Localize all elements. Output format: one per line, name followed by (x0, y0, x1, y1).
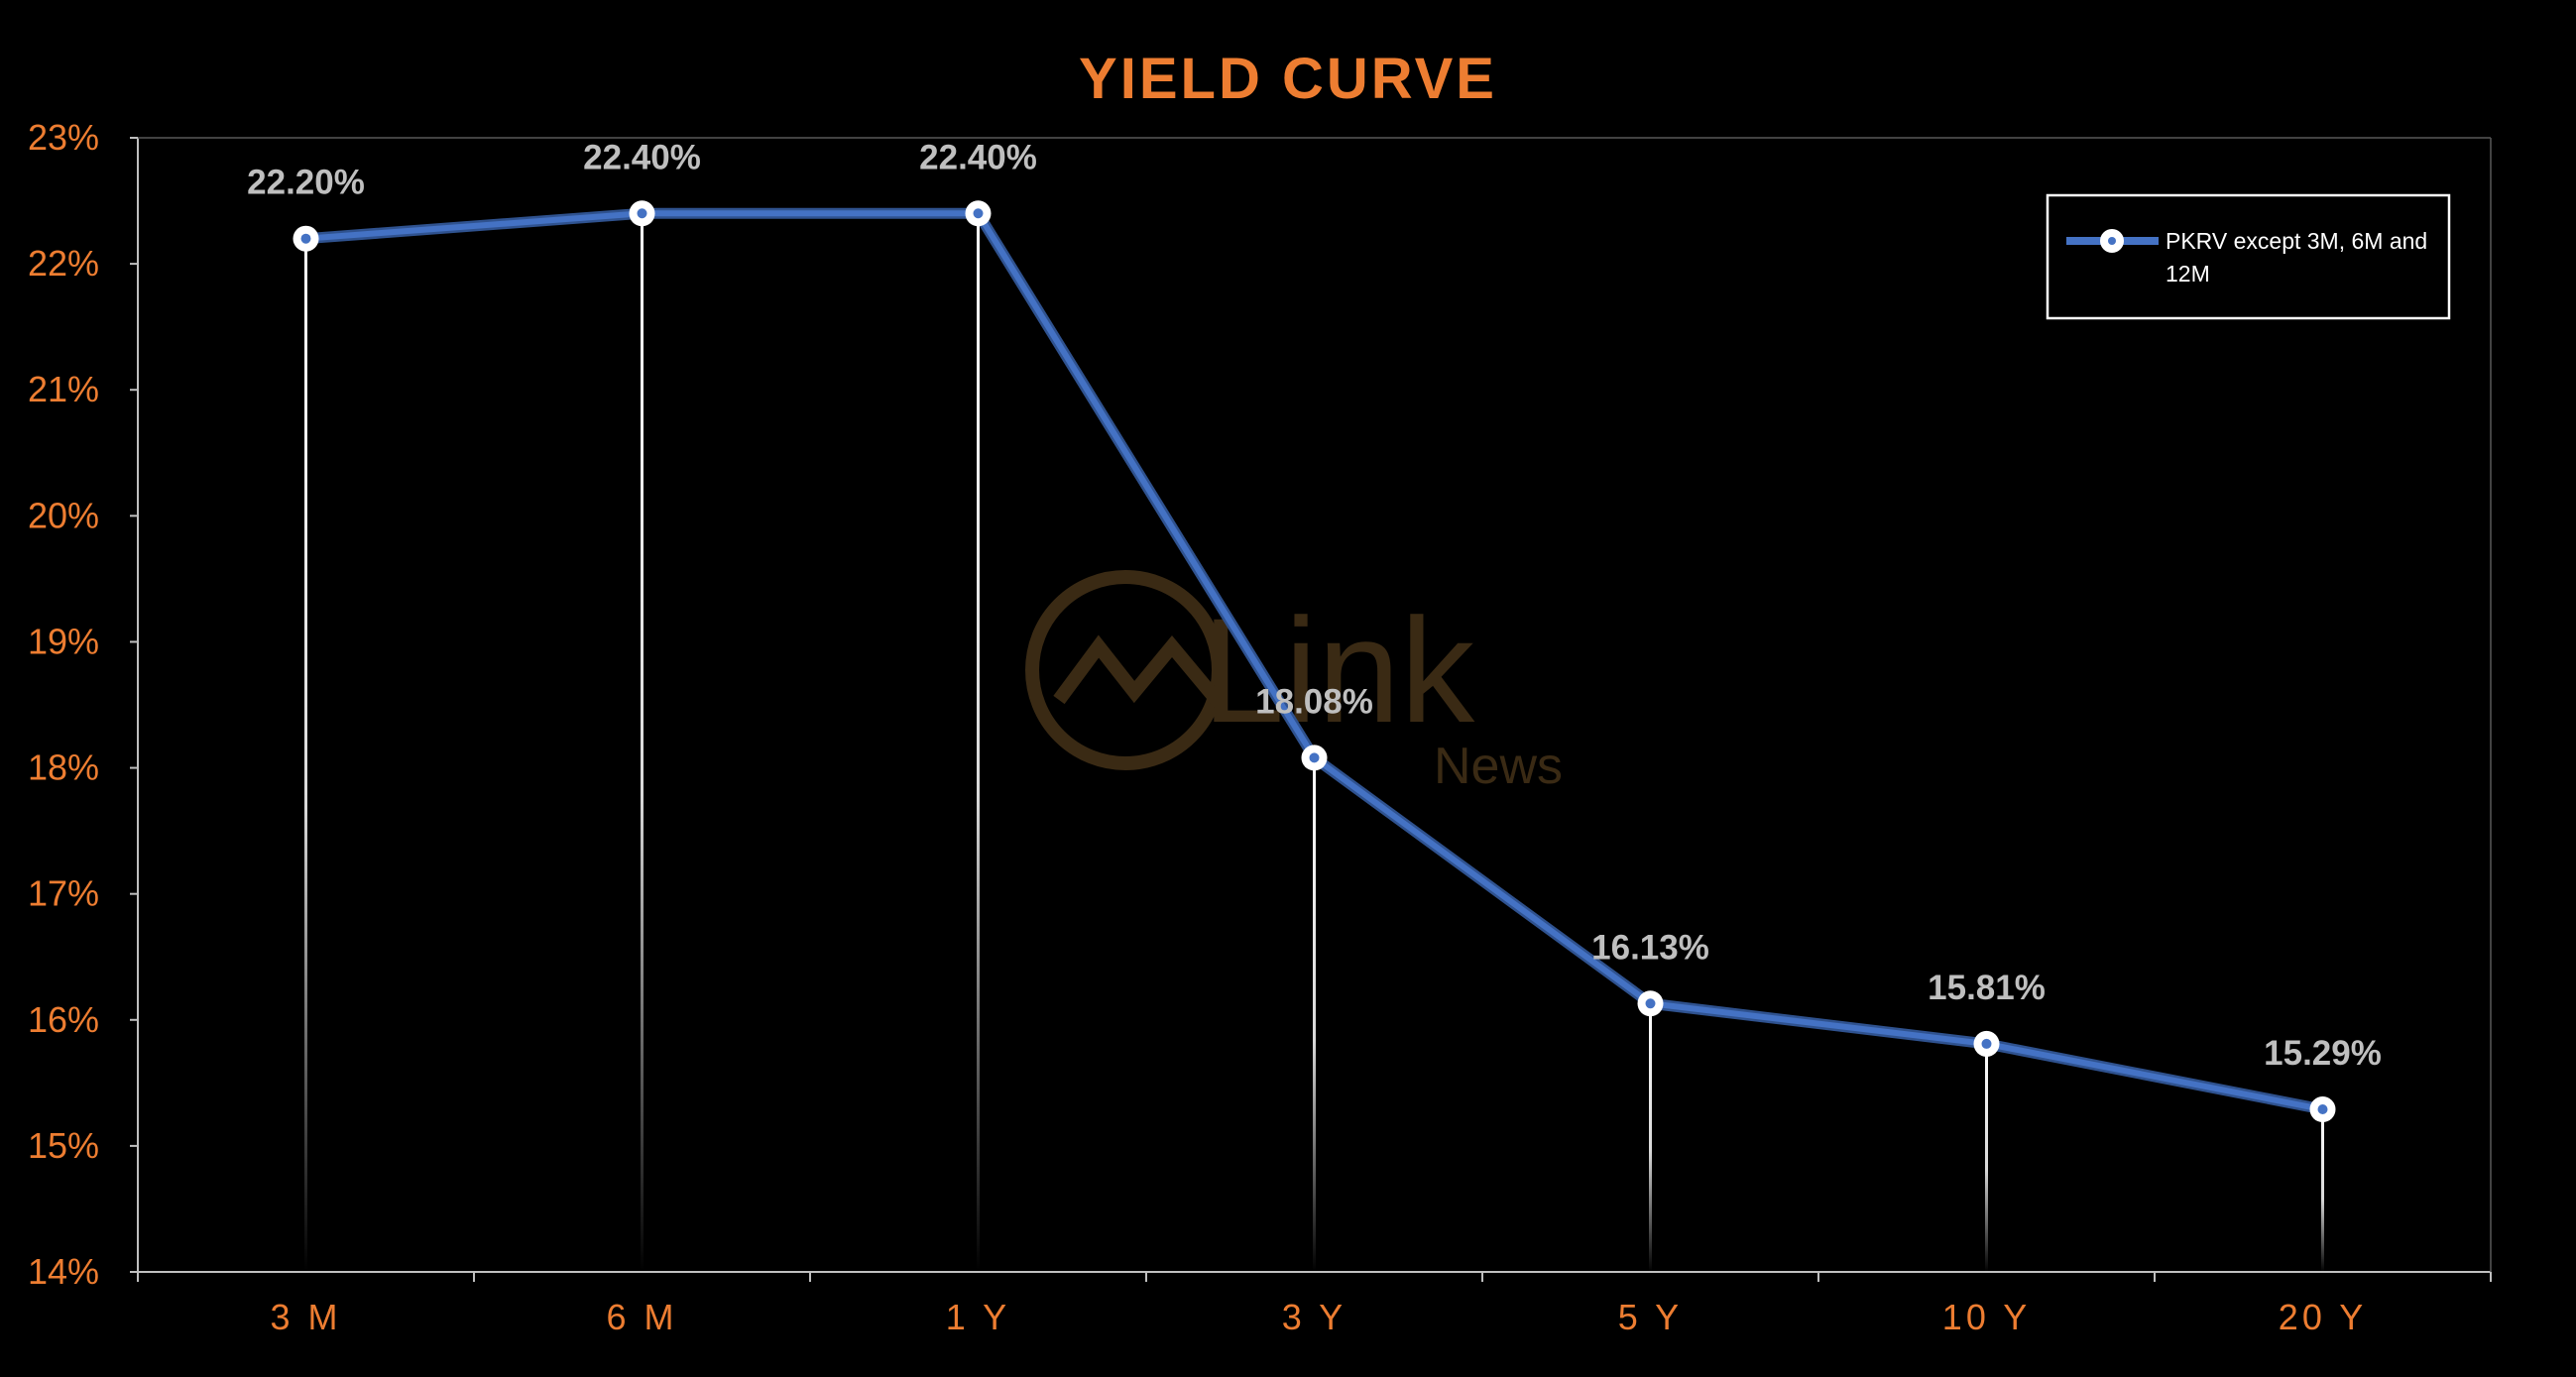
data-labels: 22.20% 22.40% 22.40% 18.08% 16.13% 15.81% 15.2… (247, 138, 2382, 1073)
drop-line (1313, 757, 1316, 1272)
data-point-marker-dot (1309, 752, 1320, 763)
y-tick-label: 21% (28, 369, 99, 409)
drop-line (304, 238, 307, 1273)
data-label: 22.40% (583, 138, 701, 176)
watermark-ring (1025, 570, 1226, 770)
drop-line (1649, 1003, 1652, 1272)
watermark-brand-text: Link (1202, 587, 1475, 753)
x-tick-label: 10 Y (1942, 1297, 2031, 1337)
drop-line (977, 213, 980, 1273)
data-point-marker-dot (2317, 1104, 2328, 1115)
legend: PKRV except 3M, 6M and 12M (2046, 193, 2451, 320)
watermark-zigzag (1053, 634, 1228, 711)
data-label: 15.29% (2264, 1034, 2382, 1073)
data-point-marker-dot (1981, 1038, 1992, 1049)
x-tick-label: 20 Y (2279, 1297, 2367, 1337)
legend-box (2046, 193, 2451, 320)
chart-title: YIELD CURVE (1079, 47, 1497, 111)
x-tick-label: 3 M (270, 1297, 341, 1337)
drop-line (641, 213, 644, 1273)
watermark-logo: Link News (1025, 570, 1563, 795)
y-tick-label: 15% (28, 1125, 99, 1166)
series-markers (293, 200, 2336, 1123)
legend-label-line-2: 12M (2166, 261, 2210, 287)
data-point-marker-dot (637, 208, 647, 219)
drop-line (1985, 1043, 1988, 1272)
legend-marker-dot (2108, 237, 2116, 245)
y-tick-label: 14% (28, 1251, 99, 1292)
data-label: 18.08% (1255, 682, 1373, 721)
data-label: 16.13% (1591, 928, 1709, 967)
data-point-marker-dot (973, 208, 984, 219)
x-axis-ticks: 3 M 6 M 1 Y 3 Y 5 Y 10 Y 20 Y (137, 1272, 2492, 1337)
y-tick-label: 22% (28, 243, 99, 284)
data-label: 22.20% (247, 164, 365, 202)
x-tick-label: 1 Y (946, 1297, 1010, 1337)
data-point-marker-dot (300, 233, 311, 244)
y-axis-ticks: 14% 15% 16% 17% 18% 19% 20% 21% 22% 23% (28, 117, 138, 1292)
x-tick-label: 3 Y (1282, 1297, 1347, 1337)
y-tick-label: 19% (28, 621, 99, 661)
data-label: 22.40% (919, 138, 1037, 176)
data-point-marker-dot (1645, 998, 1656, 1009)
drop-line (2321, 1109, 2324, 1272)
legend-label-line-1: PKRV except 3M, 6M and (2166, 228, 2427, 254)
data-label: 15.81% (1928, 969, 2046, 1007)
drop-lines (304, 213, 2324, 1273)
y-tick-label: 17% (28, 873, 99, 914)
watermark-sub-text: News (1434, 738, 1563, 795)
y-tick-label: 18% (28, 747, 99, 788)
y-tick-label: 23% (28, 117, 99, 158)
x-tick-label: 5 Y (1618, 1297, 1683, 1337)
y-tick-label: 16% (28, 999, 99, 1040)
x-tick-label: 6 M (606, 1297, 677, 1337)
y-tick-label: 20% (28, 495, 99, 535)
